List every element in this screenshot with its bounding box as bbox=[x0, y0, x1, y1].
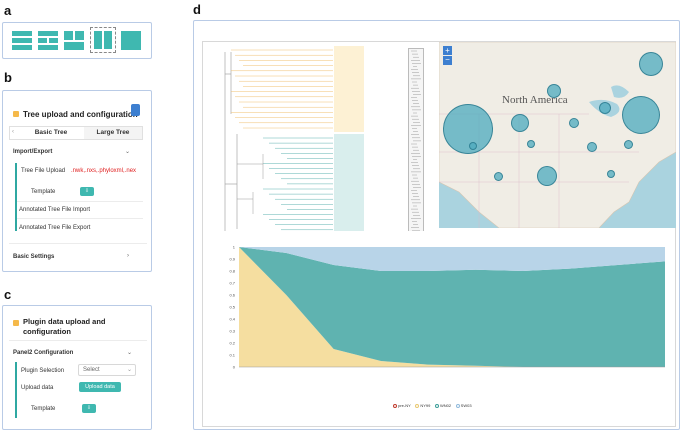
annotated-import-label[interactable]: Annotated Tree File Import bbox=[19, 207, 91, 213]
y-tick-label: 0.9 bbox=[229, 257, 235, 262]
tree-tabs: ‹ Basic Tree Large Tree bbox=[9, 126, 143, 140]
panel-a-letter: a bbox=[4, 3, 12, 18]
plugin-select-value: Select bbox=[83, 367, 100, 373]
map-bubble[interactable] bbox=[537, 166, 557, 186]
section-bar bbox=[15, 362, 17, 418]
divider bbox=[17, 218, 143, 219]
panel-b-title: Tree upload and configuration bbox=[23, 110, 138, 119]
y-tick-label: 1 bbox=[233, 245, 236, 250]
panel-c-letter: c bbox=[4, 287, 12, 302]
map-bubble[interactable] bbox=[624, 140, 633, 149]
stacked-area-chart: 0 0.1 0.2 0.3 0.4 0.5 0.6 0.7 0.8 0.9 1 pre-NY NY9… bbox=[202, 231, 676, 427]
panel-c-title-1: Plugin data upload and bbox=[23, 317, 106, 326]
minimap-lines bbox=[411, 50, 421, 235]
map-bubble[interactable] bbox=[469, 142, 477, 150]
map-bubble[interactable] bbox=[494, 172, 503, 181]
tree-map-view: + − North America NY99 WN02 SW03 pre-NY bbox=[202, 41, 676, 249]
zoom-out-button[interactable]: − bbox=[443, 56, 452, 65]
divider bbox=[9, 243, 147, 244]
map-bubble[interactable] bbox=[607, 170, 615, 178]
phylogenetic-tree[interactable] bbox=[223, 44, 368, 236]
tree-file-upload-label: Tree File Upload bbox=[21, 168, 66, 174]
menu-icon[interactable] bbox=[131, 104, 140, 116]
legend-marker bbox=[455, 403, 460, 408]
tree-icon bbox=[13, 111, 19, 117]
chart-legend-wn02: WN02 bbox=[439, 403, 452, 408]
layout-selector bbox=[2, 22, 152, 59]
upload-data-label: Upload data bbox=[21, 385, 54, 391]
legend-marker bbox=[415, 403, 420, 408]
map-bubble[interactable] bbox=[443, 104, 493, 154]
divider bbox=[9, 340, 147, 341]
chevron-down-icon[interactable]: ⌄ bbox=[127, 350, 133, 356]
map-bubble[interactable] bbox=[569, 118, 579, 128]
map-bubble[interactable] bbox=[547, 84, 561, 98]
y-tick-label: 0.6 bbox=[229, 293, 235, 298]
tree-file-formats: .nwk,.nxs,.phyloxml,.nex bbox=[71, 168, 137, 174]
map-bubble[interactable] bbox=[639, 52, 663, 76]
panel-d-letter: d bbox=[193, 2, 201, 17]
divider bbox=[17, 201, 143, 202]
plugin-select[interactable]: Select ⌄ bbox=[78, 364, 136, 376]
area-series-wn02 bbox=[239, 247, 665, 367]
y-tick-label: 0.4 bbox=[229, 317, 235, 322]
layout-rows-icon[interactable] bbox=[12, 31, 32, 50]
y-tick-label: 0.2 bbox=[229, 341, 235, 346]
map-bubble[interactable] bbox=[511, 114, 529, 132]
chart-legend: pre-NY NY99 WN02 SW03 bbox=[393, 403, 472, 408]
basic-settings-heading[interactable]: Basic Settings bbox=[13, 254, 55, 260]
area-series-ny99 bbox=[239, 247, 665, 367]
chart-legend-sw03: SW03 bbox=[460, 403, 472, 408]
template-download-button[interactable]: ⇩ bbox=[80, 187, 94, 196]
y-tick-label: 0.3 bbox=[229, 329, 235, 334]
map-view[interactable]: + − North America bbox=[439, 42, 676, 228]
y-tick-label: 0.8 bbox=[229, 269, 235, 274]
layout-columns-icon[interactable] bbox=[90, 27, 116, 53]
area-series-sw03 bbox=[239, 247, 665, 271]
y-tick-label: 0 bbox=[233, 365, 236, 370]
chevron-down-icon[interactable]: ⌄ bbox=[125, 149, 131, 155]
template-label: Template bbox=[31, 189, 56, 195]
visualization-panel: + − North America NY99 WN02 SW03 pre-NY bbox=[193, 20, 680, 430]
map-bubble[interactable] bbox=[527, 140, 535, 148]
import-export-heading[interactable]: Import/Export bbox=[13, 149, 53, 155]
plugin-selection-label: Plugin Selection bbox=[21, 368, 65, 374]
area-chart-svg[interactable]: 0 0.1 0.2 0.3 0.4 0.5 0.6 0.7 0.8 0.9 1 bbox=[203, 231, 675, 421]
y-tick-label: 0.7 bbox=[229, 281, 235, 286]
panel2-configuration-heading[interactable]: Panel2 Configuration bbox=[13, 350, 74, 356]
chart-legend-ny99: NY99 bbox=[420, 403, 431, 408]
map-bubble[interactable] bbox=[587, 142, 597, 152]
chevron-down-icon: ⌄ bbox=[126, 367, 132, 373]
map-bubble[interactable] bbox=[622, 96, 660, 134]
section-bar bbox=[15, 163, 17, 231]
layout-single-icon[interactable] bbox=[121, 31, 141, 50]
template-label: Template bbox=[31, 406, 56, 412]
chevron-right-icon[interactable]: › bbox=[127, 253, 129, 259]
panel-b-letter: b bbox=[4, 70, 12, 85]
tree-overview-minimap[interactable] bbox=[408, 48, 424, 238]
layout-split-icon[interactable] bbox=[64, 31, 84, 50]
tree-upload-panel: Tree upload and configuration ‹ Basic Tr… bbox=[2, 90, 152, 272]
plugin-upload-panel: Plugin data upload and configuration Pan… bbox=[2, 305, 152, 430]
y-tick-label: 0.1 bbox=[229, 353, 235, 358]
chart-legend-pre-ny: pre-NY bbox=[398, 403, 411, 408]
zoom-in-button[interactable]: + bbox=[443, 46, 452, 55]
plugin-icon bbox=[13, 320, 19, 326]
legend-marker bbox=[434, 403, 439, 408]
layout-grid-icon[interactable] bbox=[38, 31, 58, 50]
legend-marker bbox=[393, 403, 397, 408]
map-bubble[interactable] bbox=[599, 102, 611, 114]
annotated-export-label[interactable]: Annotated Tree File Export bbox=[19, 225, 91, 231]
y-tick-label: 0.5 bbox=[229, 305, 235, 310]
tab-large-tree[interactable]: Large Tree bbox=[84, 127, 142, 139]
upload-data-button[interactable]: Upload data bbox=[79, 382, 121, 392]
template-download-button[interactable]: ⇩ bbox=[82, 404, 96, 413]
tab-basic-tree[interactable]: Basic Tree bbox=[20, 127, 82, 139]
panel-c-title-2: configuration bbox=[23, 327, 71, 336]
tab-prev-icon[interactable]: ‹ bbox=[12, 129, 14, 135]
